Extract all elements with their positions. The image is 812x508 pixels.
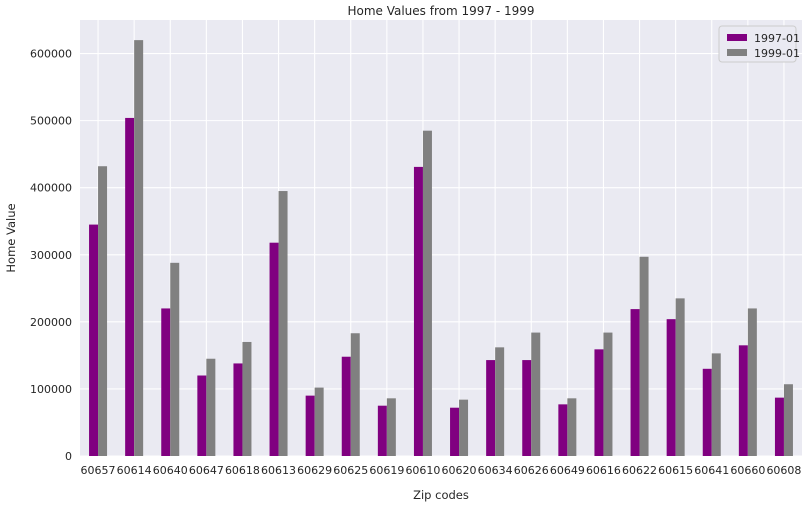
bar-1999-01-60634	[495, 347, 505, 456]
x-tick-label: 60657	[81, 464, 116, 477]
bar-1999-01-60629	[314, 387, 324, 456]
x-tick-label: 60649	[550, 464, 585, 477]
y-tick-label: 600000	[30, 48, 72, 61]
x-axis-label: Zip codes	[413, 488, 469, 502]
legend-swatch-1997-01	[727, 34, 747, 41]
legend-swatch-1999-01	[727, 49, 747, 56]
x-tick-label: 60610	[405, 464, 440, 477]
y-tick-label: 200000	[30, 316, 72, 329]
x-tick-label: 60625	[333, 464, 368, 477]
y-tick-label: 300000	[30, 249, 72, 262]
x-tick-labels: 60657 60614 60640 60647 60618 60613 60629 60625…	[81, 464, 802, 477]
bar-1997-01-60660	[738, 345, 748, 456]
bar-1997-01-60610	[413, 166, 423, 456]
y-tick-label: 500000	[30, 115, 72, 128]
x-tick-label: 60614	[117, 464, 152, 477]
y-tick-labels: 0 100000 200000 300000 400000 500000 600000	[30, 48, 72, 463]
bar-1997-01-60619	[377, 405, 387, 456]
bar-1997-01-60620	[450, 407, 460, 456]
bar-1999-01-60608	[783, 384, 793, 456]
bar-1999-01-60613	[278, 191, 288, 457]
bar-1997-01-60625	[341, 356, 351, 456]
legend: 1997-01 1999-01	[718, 25, 800, 63]
x-tick-label: 60647	[189, 464, 224, 477]
x-tick-label: 60616	[586, 464, 621, 477]
bar-1999-01-60625	[350, 333, 360, 456]
bar-1997-01-60634	[486, 360, 496, 456]
bar-1999-01-60647	[206, 358, 216, 456]
x-tick-label: 60622	[622, 464, 657, 477]
legend-label-1999-01: 1999-01	[754, 47, 800, 60]
y-tick-label: 400000	[30, 182, 72, 195]
bar-1997-01-60614	[125, 117, 135, 456]
bar-1999-01-60660	[747, 308, 757, 456]
bar-1997-01-60657	[89, 224, 99, 456]
x-tick-label: 60619	[369, 464, 404, 477]
x-tick-label: 60626	[514, 464, 549, 477]
bar-1997-01-60615	[666, 319, 676, 456]
x-tick-label: 60634	[478, 464, 513, 477]
bar-1999-01-60614	[134, 40, 144, 456]
plot-background	[80, 20, 802, 456]
bar-1997-01-60640	[161, 308, 171, 456]
bar-1999-01-60640	[170, 262, 180, 456]
x-tick-label: 60640	[153, 464, 188, 477]
x-tick-label: 60660	[730, 464, 765, 477]
bar-1999-01-60649	[567, 398, 577, 456]
legend-label-1997-01: 1997-01	[754, 32, 800, 45]
x-tick-label: 60620	[442, 464, 477, 477]
x-tick-label: 60618	[225, 464, 260, 477]
bar-1997-01-60641	[702, 368, 712, 456]
x-tick-label: 60615	[658, 464, 693, 477]
bar-1997-01-60629	[305, 395, 315, 456]
bar-1997-01-60649	[558, 404, 568, 456]
x-tick-label: 60641	[694, 464, 729, 477]
chart-title: Home Values from 1997 - 1999	[347, 4, 534, 18]
bar-1997-01-60618	[233, 363, 243, 456]
bar-1999-01-60622	[639, 256, 649, 456]
bar-1999-01-60657	[98, 166, 108, 456]
bar-1999-01-60618	[242, 341, 252, 456]
bar-1997-01-60608	[774, 397, 784, 456]
bar-1999-01-60616	[603, 332, 613, 456]
bar-1997-01-60616	[594, 349, 604, 456]
bar-1999-01-60641	[711, 353, 721, 456]
x-tick-label: 60608	[766, 464, 801, 477]
x-tick-label: 60613	[261, 464, 296, 477]
bar-1999-01-60619	[386, 398, 396, 456]
bar-1997-01-60626	[522, 360, 532, 456]
bar-1999-01-60620	[459, 399, 469, 456]
bar-1997-01-60647	[197, 375, 207, 456]
x-tick-label: 60629	[297, 464, 332, 477]
bar-1997-01-60613	[269, 242, 279, 456]
y-tick-label: 0	[65, 450, 72, 463]
bar-1997-01-60622	[630, 309, 640, 456]
y-tick-label: 100000	[30, 383, 72, 396]
y-axis-label: Home Value	[4, 203, 18, 272]
bar-1999-01-60626	[531, 332, 541, 456]
bars	[89, 40, 793, 457]
bar-1999-01-60615	[675, 298, 685, 456]
bar-1999-01-60610	[422, 130, 432, 456]
